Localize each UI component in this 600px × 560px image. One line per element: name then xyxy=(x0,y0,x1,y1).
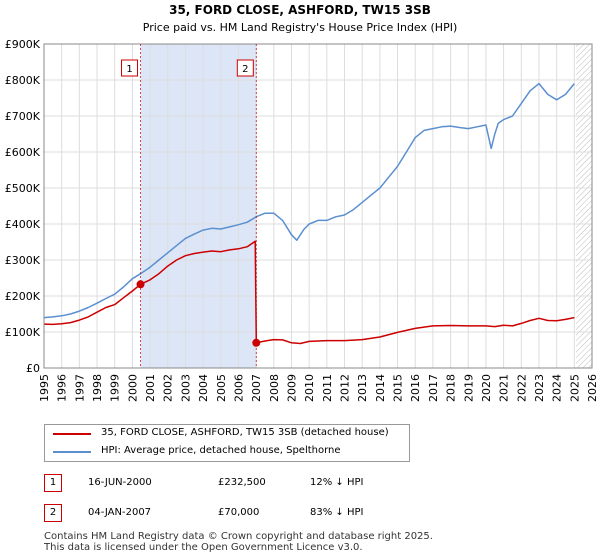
transaction-marker-label: 1 xyxy=(44,474,62,492)
attribution-line-2: This data is licensed under the Open Gov… xyxy=(44,542,363,553)
legend-item-hpi: HPI: Average price, detached house, Spel… xyxy=(45,443,409,461)
x-tick-label: 2004 xyxy=(197,374,210,402)
sale-marker-label: 2 xyxy=(242,64,248,75)
y-tick-label: £400K xyxy=(5,218,41,231)
x-tick-label: 2011 xyxy=(321,374,334,402)
x-tick-label: 2014 xyxy=(374,374,387,402)
y-tick-label: £100K xyxy=(5,326,41,339)
transaction-date: 16-JUN-2000 xyxy=(88,477,152,488)
chart-title: 35, FORD CLOSE, ASHFORD, TW15 3SB xyxy=(169,3,431,17)
property-price-line xyxy=(44,240,575,345)
legend-swatch-property xyxy=(53,433,91,435)
transaction-hpi-diff: 12% ↓ HPI xyxy=(310,477,364,488)
x-tick-label: 1995 xyxy=(38,374,51,402)
transaction-marker-label: 2 xyxy=(44,504,62,522)
x-tick-label: 2010 xyxy=(303,374,316,402)
x-tick-label: 2009 xyxy=(285,374,298,402)
x-tick-label: 2024 xyxy=(551,374,564,402)
forecast-hatch-area xyxy=(576,44,592,368)
x-tick-label: 2005 xyxy=(215,374,228,402)
x-tick-label: 2021 xyxy=(498,374,511,402)
x-tick-label: 2020 xyxy=(480,374,493,402)
x-tick-label: 2017 xyxy=(427,374,440,402)
plot-area xyxy=(44,44,592,368)
y-tick-label: £300K xyxy=(5,254,41,267)
x-tick-label: 2006 xyxy=(232,374,245,402)
plot-frame xyxy=(43,43,593,369)
sale-marker-box xyxy=(121,59,139,77)
y-tick-label: £600K xyxy=(5,146,41,159)
x-tick-label: 1999 xyxy=(109,374,122,402)
x-tick-label: 2026 xyxy=(586,374,599,402)
legend-swatch-hpi xyxy=(53,451,91,453)
x-tick-label: 1997 xyxy=(73,374,86,402)
y-tick-label: £200K xyxy=(5,290,41,303)
x-tick-label: 2015 xyxy=(392,374,405,402)
transaction-row: 1 16-JUN-2000 £232,500 12% ↓ HPI xyxy=(44,474,564,494)
legend: 35, FORD CLOSE, ASHFORD, TW15 3SB (detac… xyxy=(44,424,410,462)
price-chart: 35, FORD CLOSE, ASHFORD, TW15 3SB Price … xyxy=(5,3,599,402)
x-tick-label: 2001 xyxy=(144,374,157,402)
chart-subtitle: Price paid vs. HM Land Registry's House … xyxy=(143,21,458,34)
transaction-hpi-diff: 83% ↓ HPI xyxy=(310,507,364,518)
x-tick-label: 2018 xyxy=(445,374,458,402)
legend-label-hpi: HPI: Average price, detached house, Spel… xyxy=(101,445,341,456)
ownership-period-shade xyxy=(140,44,257,368)
y-tick-label: £900K xyxy=(5,38,41,51)
legend-item-property: 35, FORD CLOSE, ASHFORD, TW15 3SB (detac… xyxy=(45,425,409,443)
x-tick-label: 2008 xyxy=(268,374,281,402)
x-tick-label: 1998 xyxy=(91,374,104,402)
x-tick-label: 2012 xyxy=(339,374,352,402)
transaction-row: 2 04-JAN-2007 £70,000 83% ↓ HPI xyxy=(44,504,564,524)
x-tick-label: 2023 xyxy=(533,374,546,402)
transaction-date: 04-JAN-2007 xyxy=(88,507,152,518)
x-tick-label: 2003 xyxy=(179,374,192,402)
y-tick-label: £0 xyxy=(26,362,40,375)
transaction-price: £232,500 xyxy=(218,477,266,488)
x-tick-label: 2000 xyxy=(126,374,139,402)
transaction-price: £70,000 xyxy=(218,507,260,518)
x-tick-label: 2007 xyxy=(250,374,263,402)
legend-label-property: 35, FORD CLOSE, ASHFORD, TW15 3SB (detac… xyxy=(101,427,389,438)
y-tick-label: £700K xyxy=(5,110,41,123)
x-tick-label: 1996 xyxy=(56,374,69,402)
x-tick-label: 2025 xyxy=(568,374,581,402)
hpi-line xyxy=(44,82,575,319)
x-tick-label: 2002 xyxy=(162,374,175,402)
sale-marker-box xyxy=(236,59,254,77)
y-tick-label: £500K xyxy=(5,182,41,195)
y-tick-label: £800K xyxy=(5,74,41,87)
x-tick-label: 2016 xyxy=(409,374,422,402)
sale-point xyxy=(252,338,261,347)
x-tick-label: 2019 xyxy=(462,374,475,402)
x-tick-label: 2022 xyxy=(515,374,528,402)
x-tick-label: 2013 xyxy=(356,374,369,402)
attribution-line-1: Contains HM Land Registry data © Crown c… xyxy=(44,531,433,542)
attribution-footer: Contains HM Land Registry data © Crown c… xyxy=(44,531,433,553)
sale-marker-label: 1 xyxy=(126,64,132,75)
sale-point xyxy=(136,280,145,289)
